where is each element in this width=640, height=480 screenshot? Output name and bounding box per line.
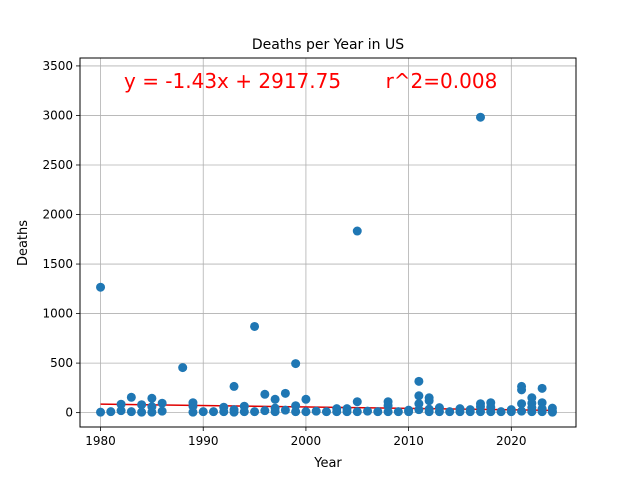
scatter-point (373, 407, 383, 417)
scatter-point (506, 407, 516, 417)
scatter-point (547, 407, 557, 417)
axis-ticks: 1980 1990 2000 2010 2020 0 500 1000 1500 2000 2500… (42, 59, 526, 448)
scatter-point (311, 406, 321, 416)
y-tick-label: 3000 (42, 108, 73, 122)
scatter-point (475, 112, 485, 122)
y-tick-label: 2500 (42, 158, 73, 172)
scatter-point (465, 407, 475, 417)
scatter-point (178, 363, 188, 373)
x-tick-label: 2010 (393, 434, 424, 448)
scatter-point (229, 407, 239, 417)
scatter-point (270, 407, 280, 417)
scatter-point (455, 407, 465, 417)
x-tick-label: 1990 (188, 434, 219, 448)
scatter-point (96, 282, 106, 292)
scatter-point (342, 407, 352, 417)
scatter-point (537, 383, 547, 393)
scatter-point (496, 407, 506, 417)
scatter-points (96, 112, 557, 417)
scatter-point (383, 407, 393, 417)
scatter-point (260, 389, 270, 399)
scatter-point (475, 407, 485, 417)
scatter-point (147, 393, 157, 403)
scatter-point (280, 405, 290, 415)
scatter-point (414, 405, 424, 415)
scatter-point (270, 394, 280, 404)
scatter-point (486, 407, 496, 417)
scatter-point (137, 407, 147, 417)
x-tick-label: 2000 (291, 434, 322, 448)
x-tick-label: 1980 (85, 434, 116, 448)
scatter-point (517, 385, 527, 395)
regression-annotation: y = -1.43x + 2917.75 r^2=0.008 (124, 69, 497, 93)
scatter-point (517, 399, 527, 409)
scatter-point (352, 226, 362, 236)
scatter-point (208, 407, 218, 417)
chart-title: Deaths per Year in US (252, 37, 404, 53)
scatter-point (404, 407, 414, 417)
scatter-point (157, 398, 167, 408)
scatter-point (147, 407, 157, 417)
scatter-point (393, 407, 403, 417)
scatter-point (537, 407, 547, 417)
scatter-point (229, 381, 239, 391)
scatter-point (137, 400, 147, 410)
y-tick-label: 3500 (42, 59, 73, 73)
scatter-point (291, 407, 301, 417)
scatter-point (126, 407, 136, 417)
scatter-point (352, 407, 362, 417)
scatter-point (517, 406, 527, 416)
scatter-point (250, 321, 260, 331)
scatter-point (106, 407, 116, 417)
y-axis-label: Deaths (16, 220, 31, 266)
scatter-point (301, 394, 311, 404)
y-tick-label: 0 (65, 406, 73, 420)
y-tick-label: 1000 (42, 307, 73, 321)
scatter-point (157, 406, 167, 416)
scatter-point (96, 407, 106, 417)
scatter-point (321, 407, 331, 417)
scatter-point (414, 376, 424, 386)
scatter-point (363, 406, 373, 416)
scatter-point (198, 407, 208, 417)
y-tick-label: 2000 (42, 208, 73, 222)
scatter-point (116, 399, 126, 409)
scatter-point (116, 406, 126, 416)
scatter-point (126, 392, 136, 402)
x-axis-label: Year (313, 456, 342, 471)
scatter-point (219, 407, 229, 417)
scatter-point (434, 407, 444, 417)
scatter-point (260, 406, 270, 416)
x-tick-label: 2020 (496, 434, 527, 448)
scatter-point (291, 359, 301, 369)
scatter-point (301, 407, 311, 417)
scatter-point (445, 407, 455, 417)
grid-lines (80, 58, 576, 427)
scatter-point (527, 407, 537, 417)
scatter-point (414, 391, 424, 401)
scatter-point (424, 407, 434, 417)
scatter-point (424, 396, 434, 406)
scatter-point (352, 397, 362, 407)
y-tick-label: 500 (50, 356, 73, 370)
scatter-point (239, 407, 249, 417)
y-tick-label: 1500 (42, 257, 73, 271)
plot-area-frame (79, 57, 577, 428)
scatter-point (280, 388, 290, 398)
scatter-point (188, 407, 198, 417)
scatter-point (250, 407, 260, 417)
scatter-point (332, 407, 342, 417)
